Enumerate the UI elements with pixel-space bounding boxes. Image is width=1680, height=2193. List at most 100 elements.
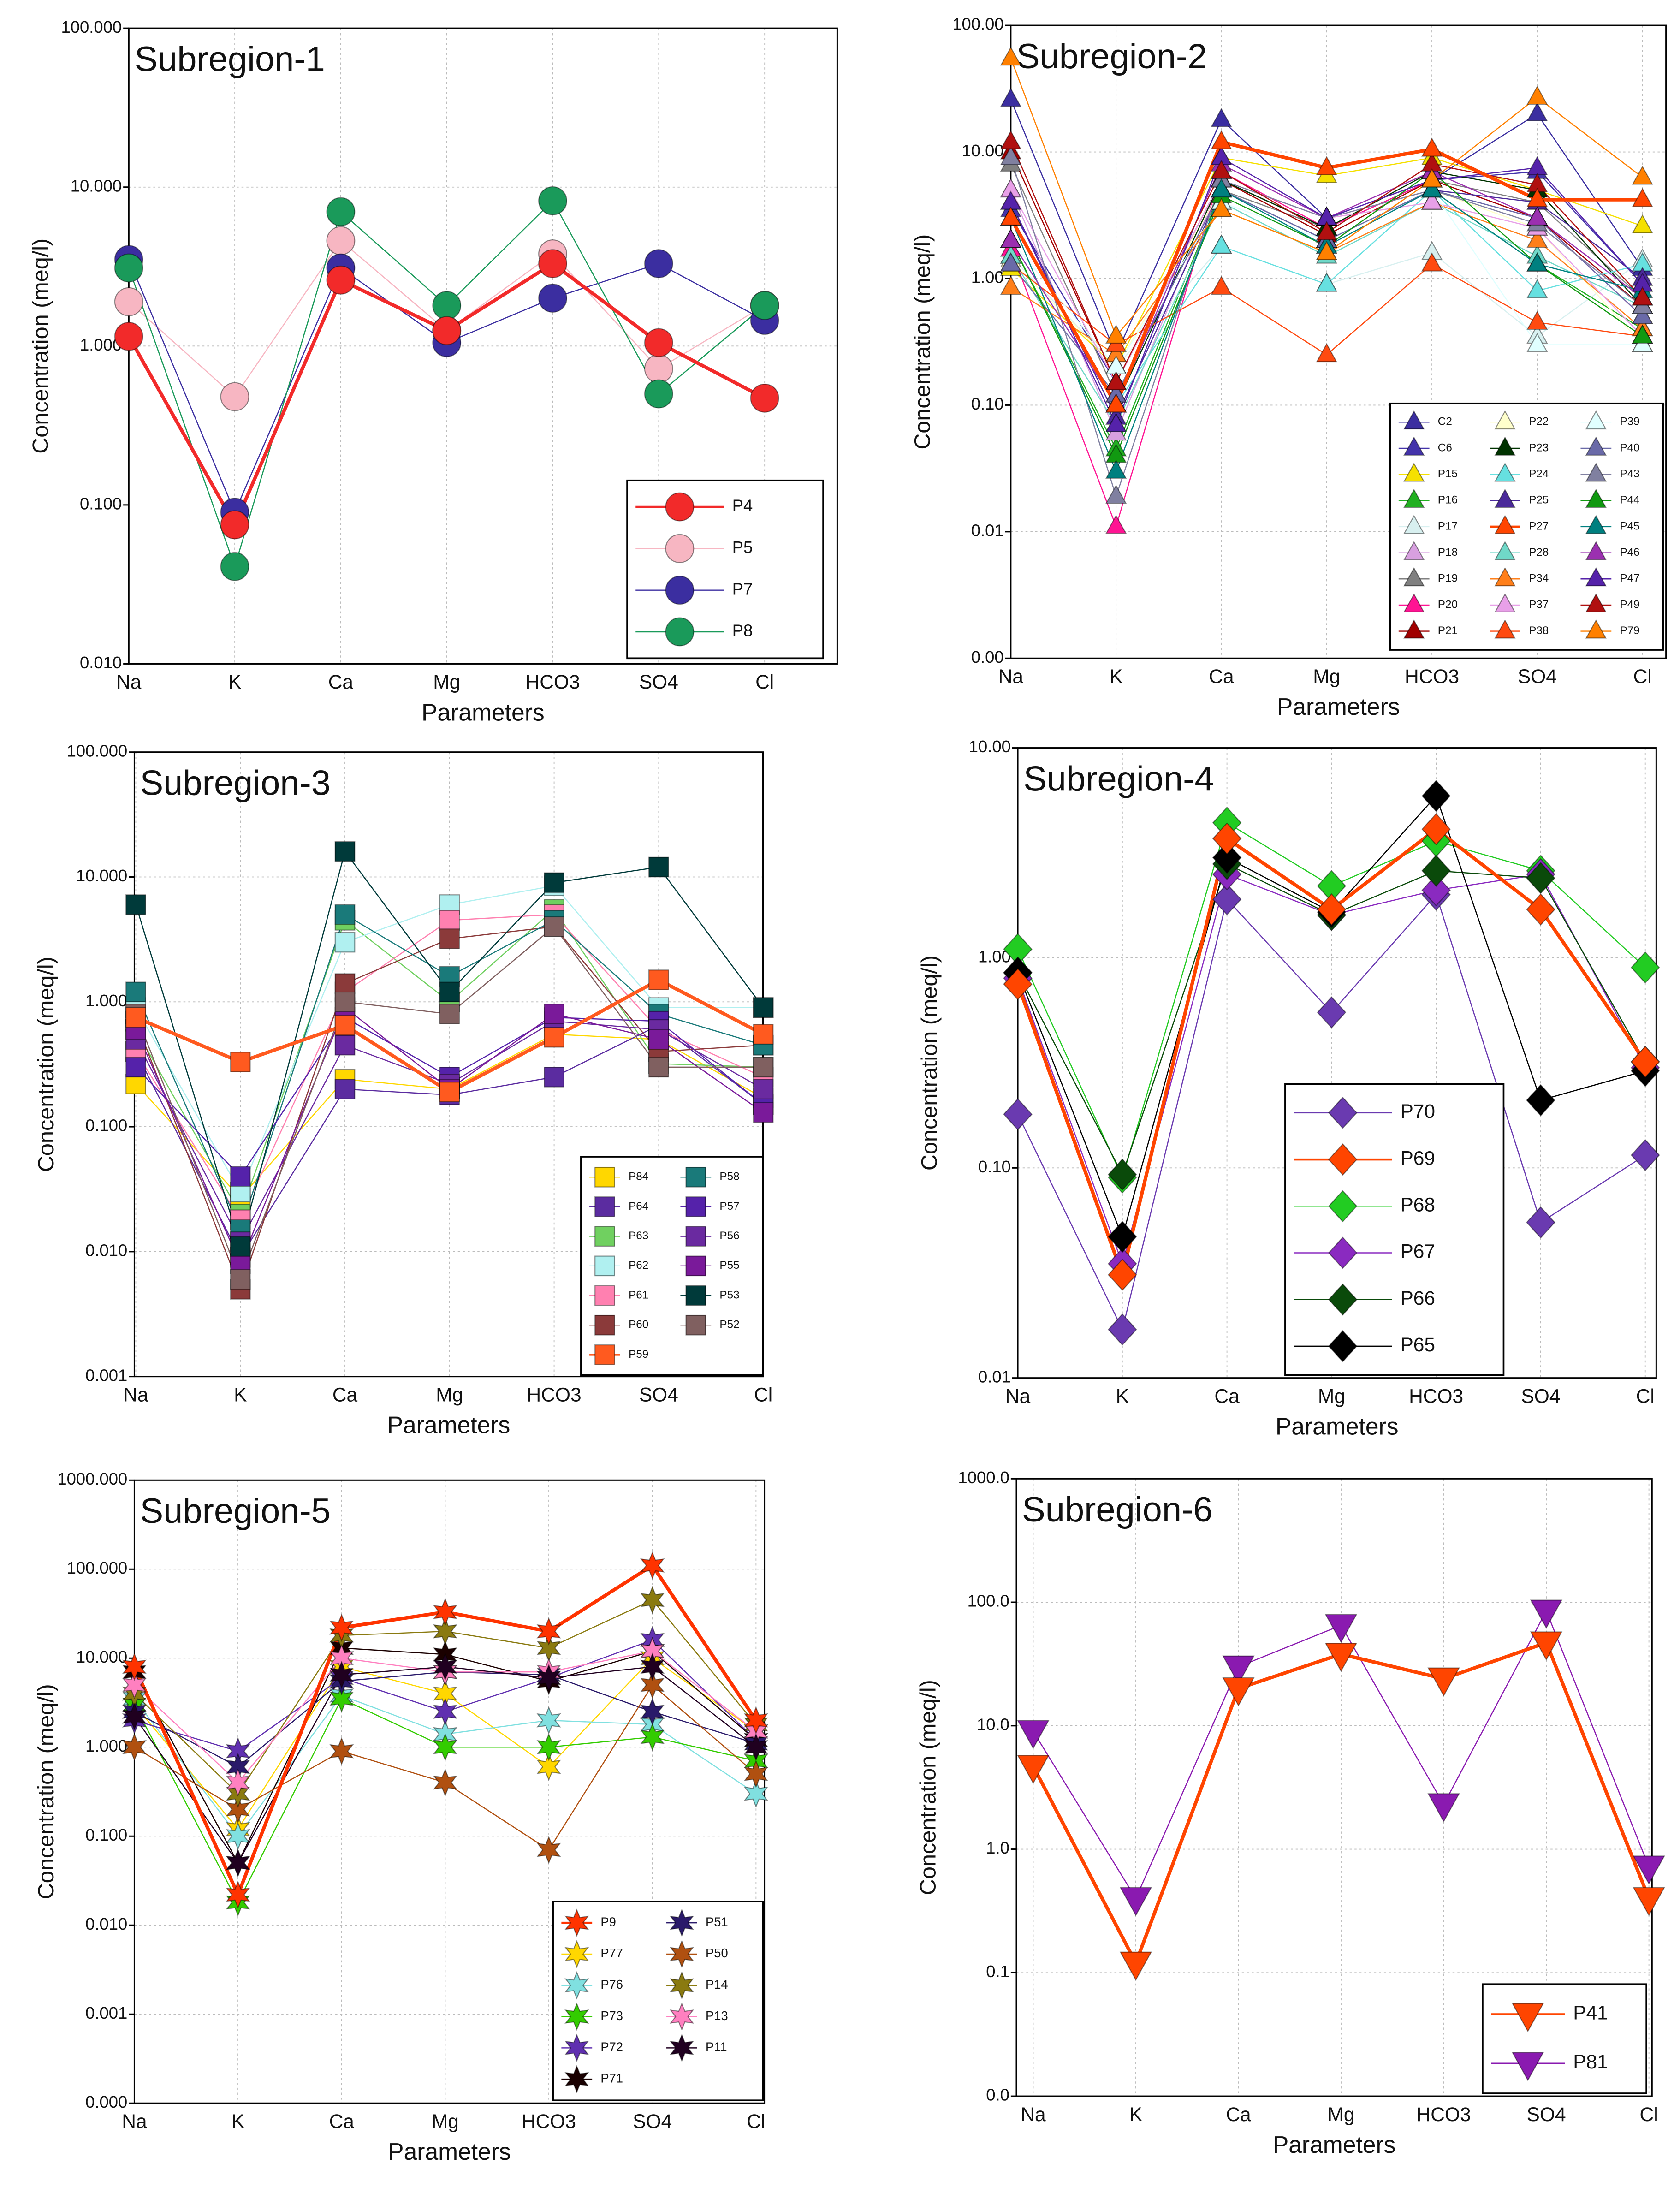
marker xyxy=(1632,286,1653,306)
marker xyxy=(685,1285,706,1306)
marker xyxy=(1403,619,1425,639)
marker xyxy=(648,856,669,878)
marker xyxy=(334,932,356,953)
legend-label: P79 xyxy=(1620,624,1639,637)
marker xyxy=(1585,436,1607,456)
marker xyxy=(1421,874,1451,907)
plot-frame xyxy=(1010,24,1667,659)
marker xyxy=(640,1670,665,1700)
legend-label: P63 xyxy=(629,1230,648,1242)
marker xyxy=(122,1652,147,1681)
marker xyxy=(1530,1631,1563,1661)
marker xyxy=(1000,275,1021,295)
panel: 1000.0 100.0 10.0 1.0 0.1 0.0 Na K Ca Mg HCO3 SO4 Cl… xyxy=(916,1468,1665,2158)
legend-label: P23 xyxy=(1529,441,1549,454)
legend-label: P24 xyxy=(1529,468,1549,480)
marker xyxy=(1105,514,1127,534)
marker xyxy=(564,2033,589,2062)
legend-label: P58 xyxy=(719,1171,739,1183)
x-tick-label: K xyxy=(1116,1385,1129,1407)
marker xyxy=(122,1702,147,1731)
marker xyxy=(334,991,356,1012)
marker xyxy=(1421,178,1443,198)
x-tick-label: K xyxy=(234,1384,247,1406)
marker xyxy=(1530,1599,1563,1629)
x-tick-label: HCO3 xyxy=(527,1384,582,1406)
marker xyxy=(1526,333,1548,352)
marker xyxy=(1212,822,1242,855)
x-tick-label: Cl xyxy=(1633,666,1652,688)
legend-label: P73 xyxy=(600,2009,623,2023)
marker xyxy=(564,1940,589,1968)
marker xyxy=(1494,515,1516,534)
marker xyxy=(334,1015,356,1036)
marker xyxy=(685,1226,706,1247)
marker xyxy=(230,1052,251,1072)
x-tick-label: SO4 xyxy=(1521,1385,1560,1407)
legend-label: P62 xyxy=(629,1259,648,1272)
x-tick-label: Cl xyxy=(1640,2104,1658,2126)
marker xyxy=(1403,593,1425,612)
marker xyxy=(743,1759,768,1789)
y-tick-label: 10.0 xyxy=(977,1715,1009,1734)
x-tick-label: Na xyxy=(1021,2104,1046,2126)
marker xyxy=(1427,1667,1460,1697)
y-tick-label: 10.000 xyxy=(76,1647,127,1666)
marker xyxy=(665,534,695,563)
marker xyxy=(220,552,249,581)
legend-label: P55 xyxy=(719,1259,739,1272)
marker xyxy=(753,1057,774,1078)
marker xyxy=(685,1196,706,1217)
marker xyxy=(1526,206,1548,226)
marker xyxy=(1000,206,1021,226)
legend-label: P14 xyxy=(706,1977,728,1991)
x-tick-label: Mg xyxy=(432,2111,459,2133)
x-tick-label: K xyxy=(1110,666,1122,688)
marker xyxy=(432,316,462,345)
marker xyxy=(564,2002,589,2031)
marker xyxy=(640,1697,665,1726)
x-axis-label: Parameters xyxy=(387,1412,511,1438)
y-tick-label: 100.000 xyxy=(61,18,122,36)
y-tick-label: 1000.0 xyxy=(958,1468,1009,1487)
marker xyxy=(644,379,673,409)
legend-label: P66 xyxy=(1400,1288,1435,1309)
marker xyxy=(125,894,146,915)
marker xyxy=(1630,1046,1660,1078)
marker xyxy=(1222,1655,1255,1685)
marker xyxy=(648,1057,669,1078)
y-tick-label: 0.1 xyxy=(986,1962,1009,1981)
marker xyxy=(743,1779,768,1808)
marker xyxy=(1494,488,1516,508)
marker xyxy=(1212,841,1242,874)
legend-label: P70 xyxy=(1400,1101,1435,1123)
marker xyxy=(1316,272,1337,292)
marker xyxy=(753,1102,774,1123)
legend-label: P68 xyxy=(1400,1195,1435,1216)
marker xyxy=(1119,1951,1152,1981)
marker xyxy=(1211,107,1232,127)
marker xyxy=(1316,343,1337,363)
marker xyxy=(536,1706,561,1735)
marker xyxy=(1585,515,1607,534)
marker xyxy=(594,1226,615,1247)
marker xyxy=(1324,1614,1358,1644)
x-axis-label: Parameters xyxy=(1277,693,1400,720)
marker xyxy=(544,1027,564,1048)
y-tick-label: 0.100 xyxy=(85,1825,127,1844)
legend-label: P4 xyxy=(732,496,753,515)
y-tick-label: 1.00 xyxy=(971,268,1004,287)
marker xyxy=(1003,968,1033,1000)
marker xyxy=(1017,1755,1050,1784)
marker xyxy=(329,1737,354,1765)
marker xyxy=(1494,463,1516,482)
y-tick-label: 10.000 xyxy=(71,176,122,195)
marker xyxy=(640,1652,665,1681)
x-tick-label: Mg xyxy=(433,672,460,693)
marker xyxy=(1526,862,1555,894)
marker xyxy=(538,249,567,279)
x-tick-label: Ca xyxy=(1209,666,1234,688)
